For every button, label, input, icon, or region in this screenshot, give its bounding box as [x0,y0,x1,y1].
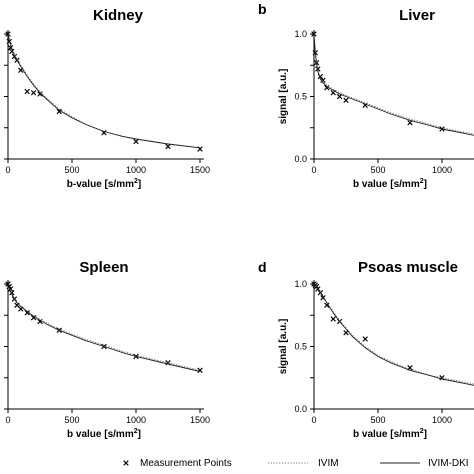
ivim-curve [314,283,474,385]
x-tick-label: 1500 [190,415,210,425]
y-tick-label: 0.5 [294,342,307,352]
legend-label: IVIM-DKI [428,458,469,469]
panel-title: Psoas muscle [358,259,458,276]
x-tick-label: 1500 [190,165,210,175]
panel-title: Spleen [79,259,128,276]
ivim-curve [8,283,201,371]
y-tick-label: 0.5 [294,92,307,102]
ivim-dki-curve [8,33,201,149]
x-tick-label: 1000 [126,165,146,175]
panel-label: b [258,1,267,17]
ivim-curve [314,33,474,135]
x-tick-label: 500 [64,415,79,425]
measurement-point [165,143,171,150]
y-tick-label: 1.0 [294,29,307,39]
x-axis-label: b value [s/mm2] [67,428,141,440]
measurement-point [24,88,30,95]
legend-label: IVIM [318,458,339,469]
x-tick-label: 1000 [432,165,452,175]
chart-panel: Psoas muscle d 0 500 1000 0.0 0.5 1.0 b value [s… [258,259,474,440]
legend-label: Measurement Points [140,458,232,469]
measurement-point [56,108,62,115]
legend: Measurement Points IVIM IVIM-DKI [123,458,469,469]
measurement-point [407,120,413,126]
panel-title: Kidney [93,7,144,24]
panel-label: d [258,259,267,275]
x-tick-label: 1000 [432,415,452,425]
x-tick-label: 1000 [126,415,146,425]
measurement-point [324,302,330,308]
chart-panel: Liver b 0 500 1000 0.0 0.5 1.0 b value [s/mm2] si… [258,1,474,190]
measurement-point [330,316,336,322]
measurement-point [343,97,349,103]
x-tick-label: 500 [370,165,385,175]
legend-marker-symbol [123,460,129,466]
measurement-point [24,310,30,316]
chart-panel: Spleen 0 500 1000 1500 b value [s/mm2] [4,259,210,440]
y-axis-label: signal [a.u.] [278,69,289,125]
x-tick-label: 500 [64,165,79,175]
measurement-point [362,336,368,342]
x-tick-label: 500 [370,415,385,425]
y-tick-label: 0.0 [294,404,307,414]
ivim-dki-curve [314,33,474,136]
measurement-point [197,367,203,373]
ivim-curve [8,33,201,149]
panel-title: Liver [399,7,435,24]
x-axis-label: b value [s/mm2] [353,178,427,190]
ivim-dki-curve [314,283,474,386]
x-axis-label: b value [s/mm2] [353,428,427,440]
ivim-dki-curve [8,283,201,372]
measurement-point [30,315,37,321]
chart-panel: Kidney 0 500 1000 1500 b-value [s/mm2] [4,7,210,190]
x-tick-label: 0 [5,415,10,425]
x-tick-label: 0 [311,165,316,175]
measurement-point [30,90,37,96]
x-tick-label: 0 [311,415,316,425]
y-axis-label: signal [a.u.] [278,319,289,375]
measurement-point [133,138,139,145]
y-tick-label: 0.0 [294,154,307,164]
y-tick-label: 1.0 [294,279,307,289]
x-axis-label: b-value [s/mm2] [67,178,142,190]
x-tick-label: 0 [5,165,10,175]
